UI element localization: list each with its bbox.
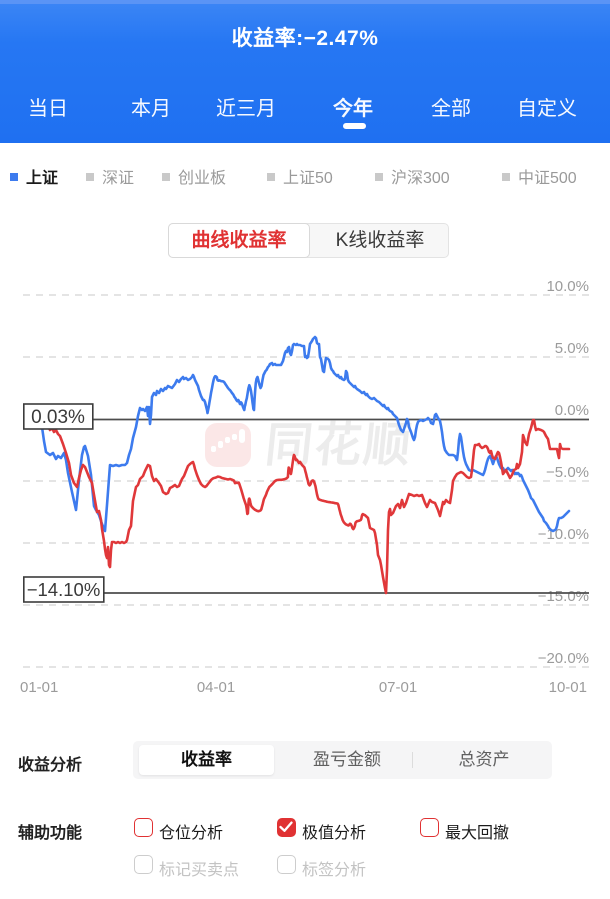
svg-text:04-01: 04-01 <box>197 679 235 696</box>
svg-text:−10.0%: −10.0% <box>538 526 589 543</box>
svg-text:07-01: 07-01 <box>379 679 417 696</box>
svg-text:5.0%: 5.0% <box>555 340 589 357</box>
svg-text:−5.0%: −5.0% <box>546 464 589 481</box>
svg-text:01-01: 01-01 <box>20 679 58 696</box>
svg-text:同花顺: 同花顺 <box>263 418 416 471</box>
svg-text:0.0%: 0.0% <box>555 402 589 419</box>
svg-text:10-01: 10-01 <box>549 679 587 696</box>
svg-text:−14.10%: −14.10% <box>27 579 101 600</box>
svg-text:10.0%: 10.0% <box>546 278 589 295</box>
svg-text:−15.0%: −15.0% <box>538 588 589 605</box>
svg-text:−20.0%: −20.0% <box>538 650 589 667</box>
svg-text:0.03%: 0.03% <box>31 407 85 428</box>
